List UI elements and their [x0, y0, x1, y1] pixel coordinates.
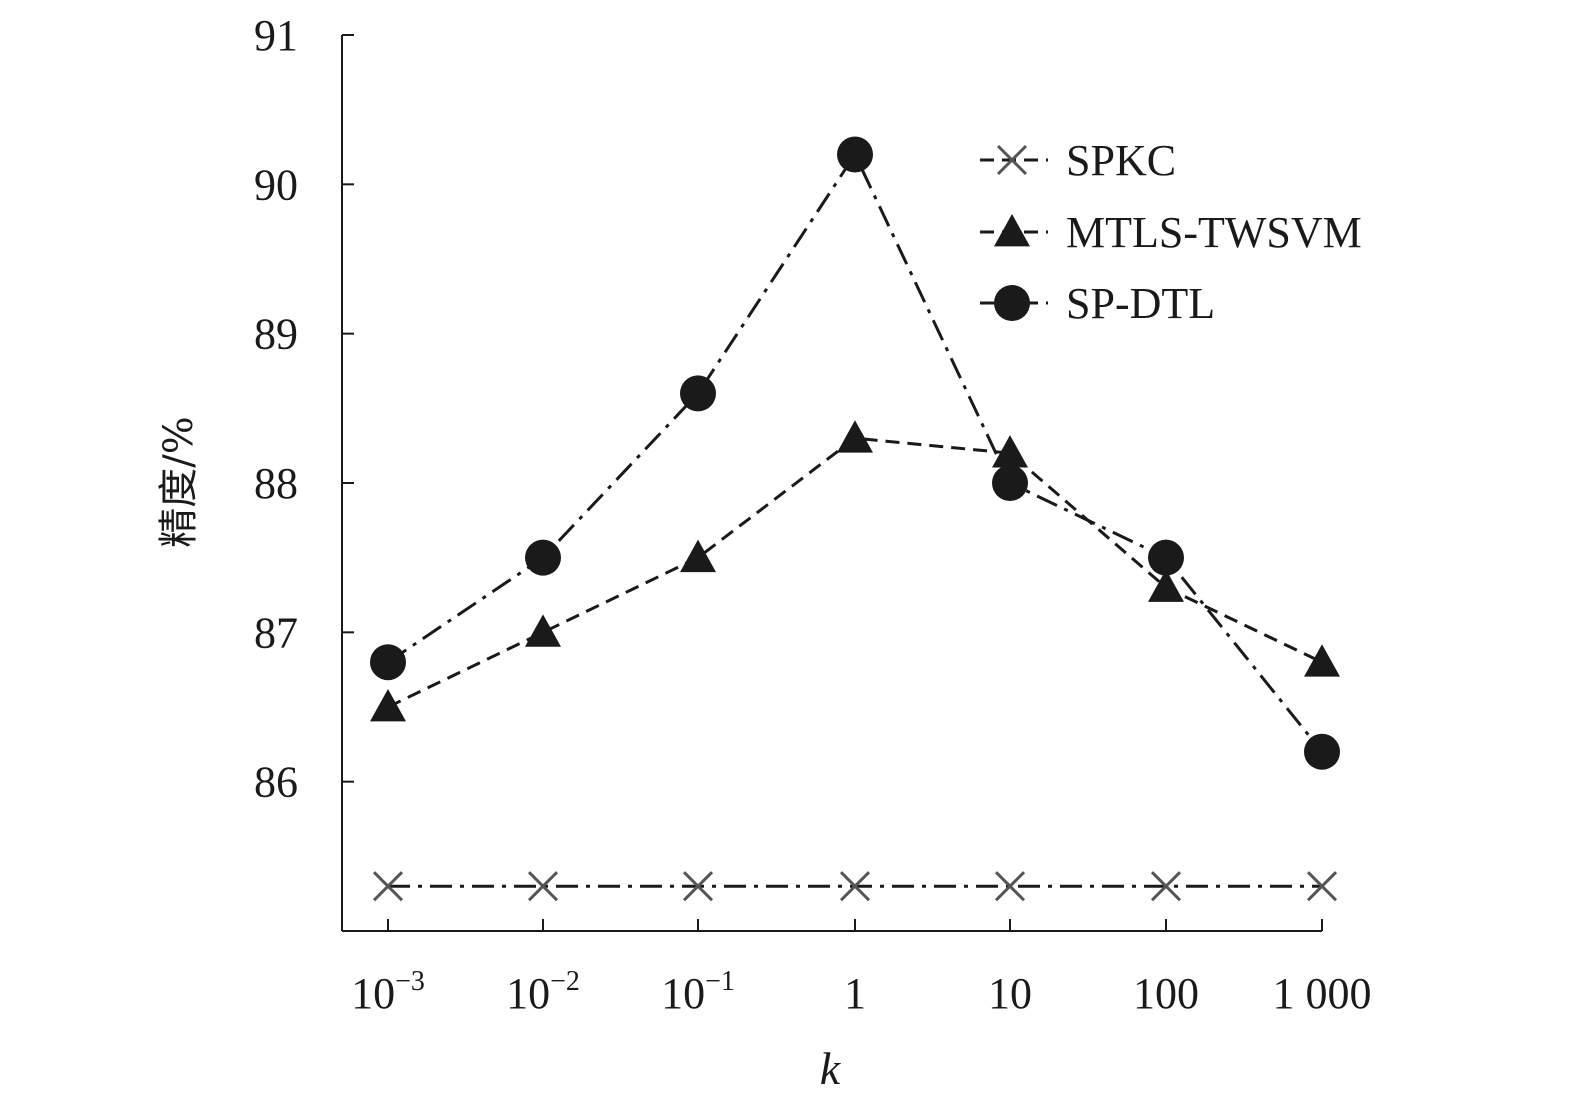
legend-marker [996, 144, 1028, 176]
x-marker-stroke [1150, 871, 1182, 902]
series-spkc [372, 871, 1338, 902]
data-point [527, 871, 559, 902]
legend-label: MTLS-TWSVM [1066, 208, 1362, 257]
legend: SPKC MTLS-TWSVM SP-DTL [980, 136, 1362, 328]
legend-label: SP-DTL [1066, 279, 1215, 328]
x-tick-label: 10−3 [351, 966, 425, 1018]
x-marker-stroke [839, 871, 871, 902]
x-axis-label: k [820, 1043, 842, 1094]
y-tick-label: 91 [254, 11, 298, 60]
data-point [837, 420, 873, 453]
series-sp-dtl [370, 136, 1340, 770]
data-point [370, 644, 406, 681]
data-point [839, 871, 871, 902]
data-point [1304, 644, 1340, 677]
data-point [680, 375, 716, 412]
legend-label: SPKC [1066, 136, 1176, 185]
data-point [1148, 569, 1184, 602]
legend-item: SP-DTL [980, 279, 1215, 328]
y-tick-label: 87 [254, 608, 298, 657]
data-point [1306, 871, 1338, 902]
legend-item: MTLS-TWSVM [980, 208, 1362, 257]
y-axis-label: 精度/% [156, 416, 202, 547]
data-point [1150, 871, 1182, 902]
y-tick-label: 90 [254, 160, 298, 209]
data-point [525, 614, 561, 647]
data-point [994, 871, 1026, 902]
data-point [370, 689, 406, 722]
y-axis-ticks: 86 87 88 89 90 91 [254, 11, 354, 807]
data-point [525, 539, 561, 576]
legend-item: SPKC [980, 136, 1176, 185]
data-point [992, 435, 1028, 468]
x-tick-label: 1 000 [1273, 969, 1372, 1018]
data-point [992, 465, 1028, 501]
series-line [387, 436, 1323, 709]
x-marker-stroke [996, 144, 1028, 176]
y-tick-label: 86 [254, 758, 298, 807]
series-mtls-twsvm [370, 420, 1340, 722]
x-marker-stroke [1306, 871, 1338, 902]
x-tick-label: 10−1 [661, 966, 735, 1018]
y-tick-label: 88 [254, 459, 298, 508]
data-point [1304, 733, 1340, 770]
data-point [1148, 539, 1184, 576]
x-marker-stroke [372, 871, 404, 902]
x-axis-ticks: 10−3 10−2 10−1 1 10 100 1 000 [351, 919, 1372, 1018]
x-marker-stroke [682, 871, 714, 902]
x-tick-label: 100 [1133, 969, 1199, 1018]
x-tick-label: 10 [988, 969, 1032, 1018]
x-marker-stroke [527, 871, 559, 902]
y-tick-label: 89 [254, 310, 298, 359]
data-point [372, 871, 404, 902]
x-tick-label: 10−2 [506, 966, 580, 1018]
x-tick-label: 1 [844, 969, 866, 1018]
legend-marker [994, 214, 1030, 247]
series-layer [370, 136, 1340, 902]
x-marker-stroke [994, 871, 1026, 902]
data-point [837, 136, 873, 173]
legend-marker [994, 285, 1030, 321]
data-point [680, 539, 716, 573]
data-point [682, 871, 714, 902]
